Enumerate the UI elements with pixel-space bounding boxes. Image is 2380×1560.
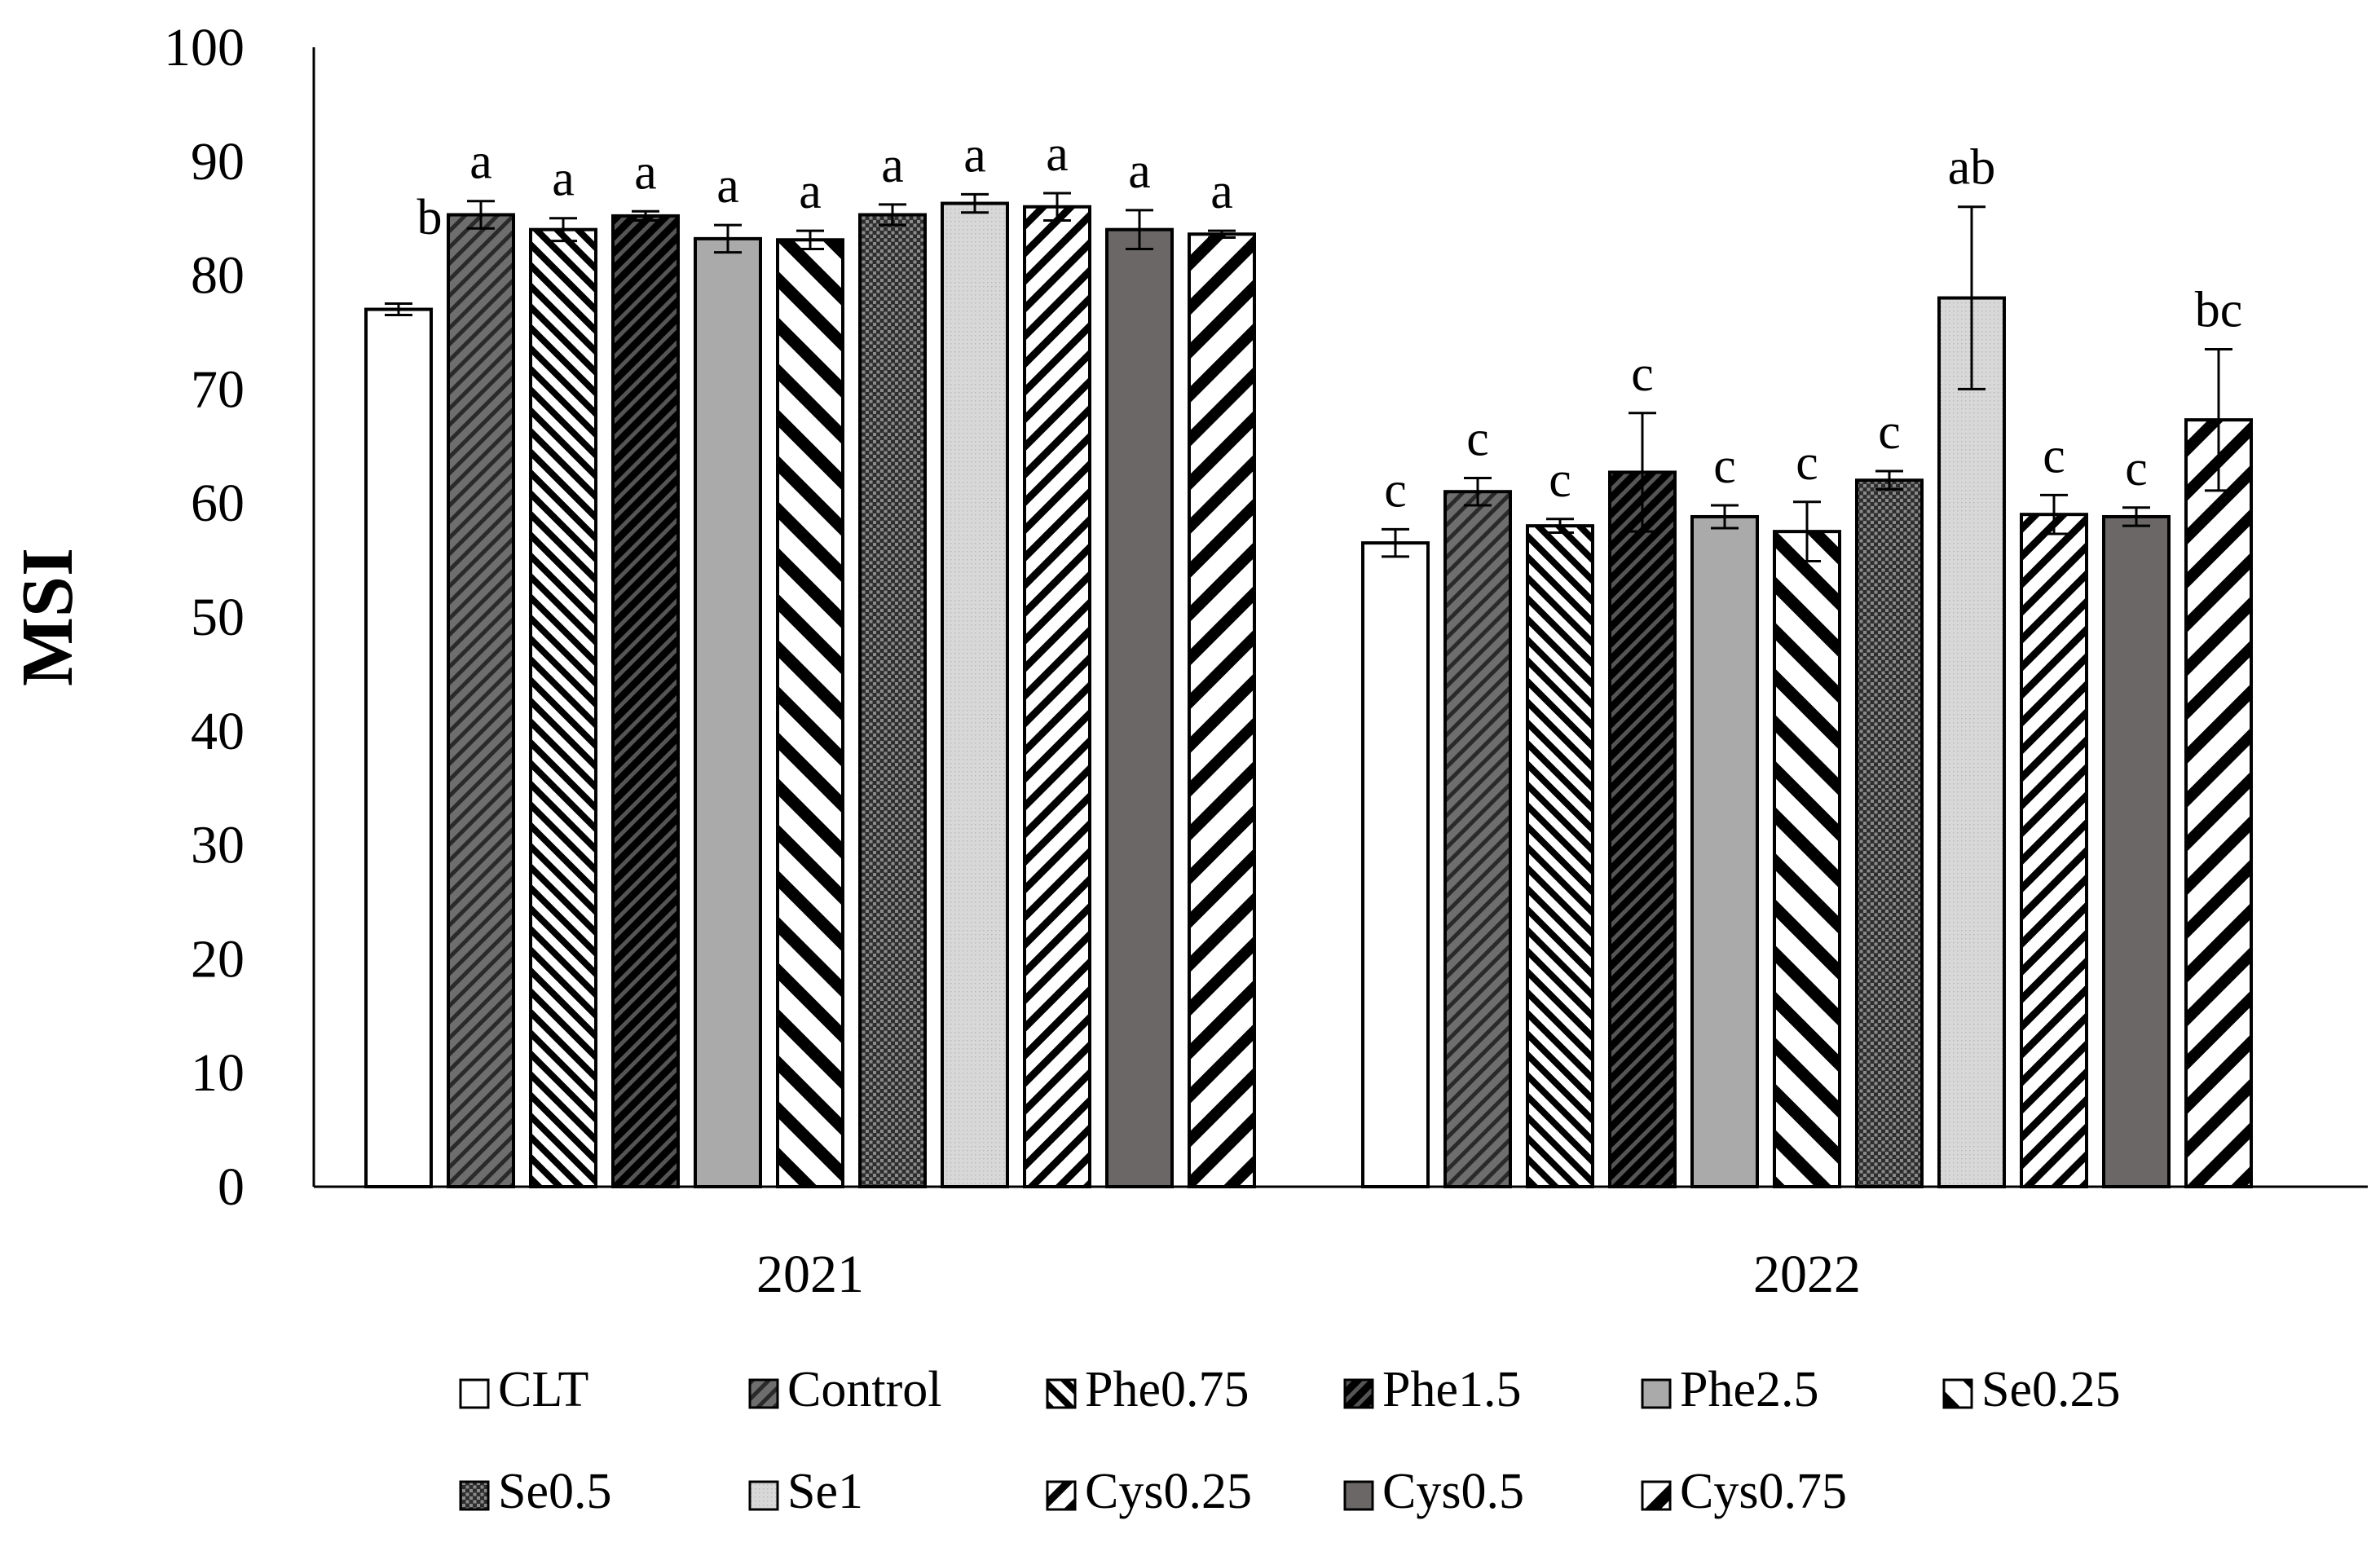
axes: 0 10 20 30 40 50 60 70 80 90 100 MSI 2021 2022: [7, 18, 2368, 1304]
bar-Control-2022: [1443, 490, 1512, 1188]
significance-letter: b: [417, 190, 443, 245]
legend-item-Cys0.75: Cys0.75: [1641, 1464, 1847, 1519]
bar-Cys0.5-2022: [2102, 514, 2171, 1188]
significance-letter: c: [1796, 435, 1818, 491]
significance-letter: ab: [1948, 140, 1996, 196]
bar-Se0.5-2022: [1855, 478, 1924, 1188]
significance-letter: a: [881, 138, 904, 193]
legend-label: Cys0.75: [1680, 1464, 1847, 1519]
y-tick-label: 50: [191, 588, 245, 647]
y-tick-label: 40: [191, 702, 245, 761]
legend-swatch: [748, 1480, 779, 1511]
legend-swatch: [1046, 1480, 1077, 1511]
legend-label: Phe1.5: [1382, 1362, 1522, 1417]
bar-Phe2.5-2021: [694, 236, 762, 1188]
legend-item-Cys0.5: Cys0.5: [1343, 1464, 1524, 1519]
x-tick-label: 2021: [756, 1245, 864, 1304]
bar-Cys0.25-2022: [2020, 513, 2088, 1188]
bar-Cys0.75-2022: [2184, 418, 2253, 1188]
legend-item-Se0.25: Se0.25: [1942, 1362, 2121, 1417]
bar-Se1-2022: [1937, 296, 2006, 1188]
legend-label: Phe0.75: [1085, 1362, 1250, 1417]
legend-label: Se0.25: [1981, 1362, 2121, 1417]
bar-Se0.25-2022: [1773, 530, 1841, 1188]
bar-Cys0.25-2021: [1023, 205, 1091, 1189]
legend-item-Se1: Se1: [748, 1464, 863, 1519]
significance-letter: a: [469, 134, 492, 190]
bar-Cys0.75-2021: [1188, 232, 1256, 1189]
y-tick-label: 80: [191, 246, 245, 306]
legend-item-Phe0.75: Phe0.75: [1046, 1362, 1250, 1417]
legend-swatch: [1942, 1378, 1973, 1409]
bar-Phe1.5-2021: [611, 214, 680, 1188]
y-tick-label: 60: [191, 474, 245, 533]
legend-item-CLT: CLT: [459, 1362, 588, 1417]
significance-letter: c: [1713, 438, 1736, 494]
y-tick-label: 100: [164, 18, 245, 77]
significance-letter: a: [1046, 126, 1069, 182]
legend-label: Se0.5: [498, 1464, 612, 1519]
bar-Phe1.5-2022: [1608, 470, 1677, 1188]
significance-letter: c: [1384, 462, 1407, 518]
legend-item-Phe1.5: Phe1.5: [1343, 1362, 1522, 1417]
bar-CLT-2021: [364, 307, 433, 1188]
significance-letter: a: [963, 127, 986, 183]
legend-label: Cys0.5: [1382, 1464, 1524, 1519]
bar-Cys0.5-2021: [1105, 227, 1174, 1188]
legend-label: Se1: [787, 1464, 863, 1519]
legend-swatch: [1641, 1480, 1672, 1511]
significance-letter: c: [1466, 411, 1489, 466]
y-tick-label: 90: [191, 132, 245, 192]
legend-swatch: [1641, 1378, 1672, 1409]
legend-label: CLT: [498, 1362, 588, 1417]
significance-letter: a: [799, 164, 822, 219]
legend-swatch: [1046, 1378, 1077, 1409]
bar-Phe2.5-2022: [1690, 514, 1759, 1188]
x-tick-label: 2022: [1753, 1245, 1861, 1304]
legend-swatch: [1343, 1480, 1374, 1511]
y-tick-label: 10: [191, 1043, 245, 1103]
legend: CLT Control Phe0.75 Phe1.5 Phe2.5 Se0.25 Se0.5…: [459, 1362, 2121, 1519]
y-tick-label: 20: [191, 929, 245, 989]
bar-Se1-2021: [941, 201, 1009, 1188]
y-tick-label: 30: [191, 816, 245, 875]
legend-item-Cys0.25: Cys0.25: [1046, 1464, 1252, 1519]
bars: [364, 192, 2253, 1189]
bar-Se0.5-2021: [858, 213, 927, 1189]
significance-letter: c: [2043, 428, 2065, 483]
significance-letter: a: [1128, 143, 1151, 199]
y-tick-label: 0: [218, 1157, 245, 1217]
bar-Phe0.75-2022: [1526, 524, 1594, 1188]
significance-letter: a: [552, 152, 575, 207]
legend-label: Control: [787, 1362, 941, 1417]
significance-letter: c: [2125, 441, 2148, 496]
legend-swatch: [1343, 1378, 1374, 1409]
significance-letter: bc: [2195, 282, 2243, 337]
significance-letter: a: [1210, 164, 1233, 219]
legend-label: Phe2.5: [1680, 1362, 1819, 1417]
y-axis-title: MSI: [7, 548, 88, 686]
bar-Phe0.75-2021: [529, 227, 597, 1188]
significance-letter: a: [716, 158, 739, 214]
significance-letter: a: [634, 144, 657, 200]
significance-letter: c: [1631, 346, 1654, 402]
bar-Control-2021: [447, 213, 515, 1189]
legend-item-Phe2.5: Phe2.5: [1641, 1362, 1819, 1417]
bar-Se0.25-2021: [776, 238, 844, 1189]
legend-item-Control: Control: [748, 1362, 941, 1417]
bar-CLT-2022: [1361, 541, 1430, 1188]
legend-swatch: [459, 1480, 490, 1511]
y-tick-label: 70: [191, 359, 245, 419]
significance-letter: c: [1878, 404, 1901, 460]
significance-letter: c: [1549, 452, 1571, 508]
legend-swatch: [748, 1378, 779, 1409]
legend-item-Se0.5: Se0.5: [459, 1464, 612, 1519]
legend-swatch: [459, 1378, 490, 1409]
legend-label: Cys0.25: [1085, 1464, 1252, 1519]
